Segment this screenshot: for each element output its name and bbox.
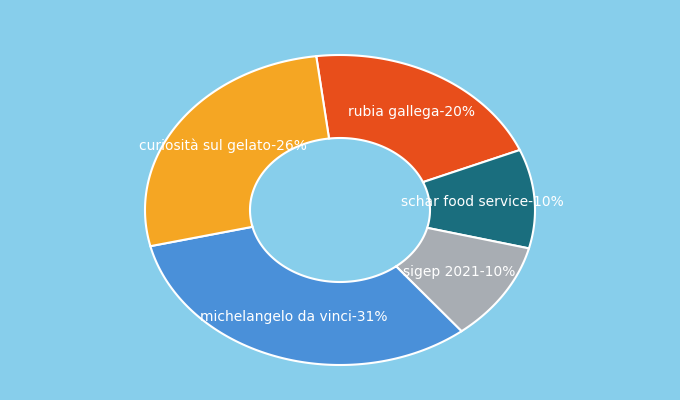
Text: sigep 2021-10%: sigep 2021-10% (403, 265, 516, 279)
Text: curiosità sul gelato-26%: curiosità sul gelato-26% (139, 138, 307, 152)
Polygon shape (396, 228, 529, 331)
Text: michelangelo da vinci-31%: michelangelo da vinci-31% (200, 310, 388, 324)
Polygon shape (145, 56, 329, 246)
Polygon shape (316, 55, 520, 182)
Polygon shape (150, 227, 462, 365)
Polygon shape (423, 150, 535, 248)
Text: rubia gallega-20%: rubia gallega-20% (348, 105, 475, 119)
Text: schar food service-10%: schar food service-10% (401, 195, 564, 209)
